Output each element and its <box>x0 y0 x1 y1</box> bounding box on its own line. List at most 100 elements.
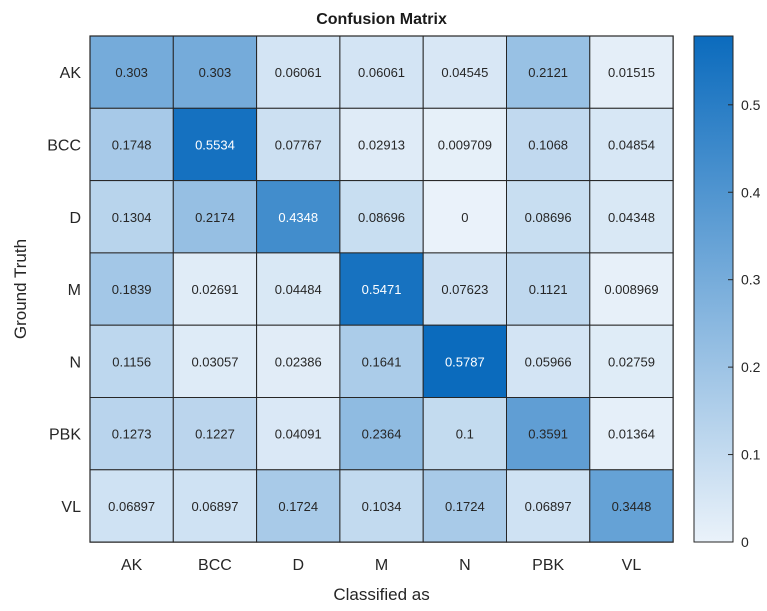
cell-value-label: 0.06061 <box>358 65 405 80</box>
heatmap-cell <box>89 469 174 543</box>
heatmap-cell <box>506 35 591 109</box>
x-tick-label: D <box>292 557 304 574</box>
heatmap-cell <box>589 252 674 326</box>
colorbar-tick-label: 0.5 <box>741 97 761 113</box>
heatmap-cell <box>256 107 341 182</box>
heatmap-cell <box>506 469 591 543</box>
cell-value-label: 0.1641 <box>362 354 402 369</box>
y-tick-labels: AK BCC D M N PBK VL <box>47 65 81 516</box>
heatmap-cell <box>589 180 674 254</box>
cell-value-label: 0 <box>461 210 468 225</box>
heatmap-cell <box>89 252 174 326</box>
heatmap-cell <box>422 469 508 543</box>
cell-value-label: 0.5471 <box>362 282 402 297</box>
cell-value-label: 0.06897 <box>525 499 572 514</box>
heatmap-cell <box>172 180 258 254</box>
cell-value-label: 0.3448 <box>612 499 652 514</box>
cell-value-label: 0.1 <box>456 427 474 442</box>
x-tick-label: AK <box>121 557 143 574</box>
y-tick-label: PBK <box>49 427 81 444</box>
cell-value-label: 0.1724 <box>445 499 485 514</box>
heatmap-cell <box>172 35 258 109</box>
cell-value-label: 0.008969 <box>604 282 658 297</box>
colorbar-tick-label: 0.4 <box>741 184 761 200</box>
heatmap-cell <box>422 107 508 182</box>
colorbar-tick-label: 0.2 <box>741 359 761 375</box>
heatmap-cell <box>256 397 341 471</box>
cell-value-label: 0.07623 <box>441 282 488 297</box>
heatmap-cell <box>506 252 591 326</box>
heatmap-cell <box>422 180 508 254</box>
heatmap-cell <box>422 397 508 471</box>
cell-value-label: 0.303 <box>115 65 148 80</box>
heatmap-cell <box>256 469 341 543</box>
colorbar-tick-label: 0.3 <box>741 272 761 288</box>
cell-value-label: 0.02759 <box>608 354 655 369</box>
heatmap-cell <box>589 324 674 399</box>
heatmap-cell <box>589 107 674 182</box>
x-tick-labels: AK BCC D M N PBK VL <box>121 557 641 574</box>
cell-value-label: 0.08696 <box>525 210 572 225</box>
cell-value-label: 0.2121 <box>528 65 568 80</box>
cell-value-label: 0.06061 <box>275 65 322 80</box>
y-axis-label: Ground Truth <box>11 239 30 339</box>
cell-value-label: 0.1273 <box>112 427 152 442</box>
cell-value-label: 0.04545 <box>441 65 488 80</box>
cell-value-label: 0.1068 <box>528 137 568 152</box>
cell-value-label: 0.4348 <box>278 210 318 225</box>
heatmap-cell <box>506 107 591 182</box>
y-tick-label: D <box>69 210 81 227</box>
x-tick-label: VL <box>622 557 642 574</box>
cell-value-label: 0.04091 <box>275 427 322 442</box>
x-tick-label: N <box>459 557 471 574</box>
cell-value-label: 0.1748 <box>112 137 152 152</box>
cell-value-label: 0.5534 <box>195 137 235 152</box>
heatmap-cell <box>589 469 674 543</box>
x-tick-label: BCC <box>198 557 232 574</box>
cell-value-label: 0.1839 <box>112 282 152 297</box>
cell-value-label: 0.08696 <box>358 210 405 225</box>
cell-value-label: 0.06897 <box>191 499 238 514</box>
cell-value-label: 0.02913 <box>358 137 405 152</box>
cell-value-label: 0.04854 <box>608 137 655 152</box>
cell-value-label: 0.5787 <box>445 354 485 369</box>
cell-value-label: 0.1121 <box>529 282 568 297</box>
cell-value-label: 0.3591 <box>528 427 568 442</box>
heatmap-cell <box>339 35 424 109</box>
cell-value-label: 0.1724 <box>278 499 318 514</box>
heatmap-cell <box>172 252 258 326</box>
chart-title: Confusion Matrix <box>316 11 447 28</box>
cell-value-label: 0.05966 <box>525 354 572 369</box>
heatmap-cell <box>89 397 174 471</box>
y-tick-label: AK <box>60 65 82 82</box>
cell-value-label: 0.03057 <box>191 354 238 369</box>
cell-value-label: 0.02386 <box>275 354 322 369</box>
heatmap-cell <box>256 180 341 254</box>
heatmap-cell <box>89 324 174 399</box>
cell-value-label: 0.04484 <box>275 282 322 297</box>
y-tick-label: VL <box>61 499 81 516</box>
heatmap-cell <box>589 397 674 471</box>
colorbar-gradient <box>693 35 734 543</box>
cell-value-label: 0.2174 <box>195 210 235 225</box>
y-tick-label: N <box>69 354 81 371</box>
colorbar: 0 0.1 0.2 0.3 0.4 0.5 <box>693 35 761 550</box>
x-axis-label: Classified as <box>333 585 429 604</box>
heatmap-cell <box>506 180 591 254</box>
cell-value-label: 0.01364 <box>608 427 655 442</box>
heatmap-border <box>89 35 674 543</box>
cell-value-label: 0.06897 <box>108 499 155 514</box>
heatmap-cell <box>339 469 424 543</box>
colorbar-tick-label: 0 <box>741 534 749 550</box>
x-tick-label: PBK <box>532 557 564 574</box>
heatmap-cell <box>339 252 424 326</box>
cell-value-label: 0.04348 <box>608 210 655 225</box>
cell-value-label: 0.1156 <box>112 354 151 369</box>
y-tick-label: M <box>68 282 81 299</box>
heatmap-cell <box>89 35 174 109</box>
cell-value-label: 0.02691 <box>191 282 238 297</box>
cell-value-label: 0.1304 <box>112 210 152 225</box>
cell-value-label: 0.01515 <box>608 65 655 80</box>
cell-value-label: 0.07767 <box>275 137 322 152</box>
